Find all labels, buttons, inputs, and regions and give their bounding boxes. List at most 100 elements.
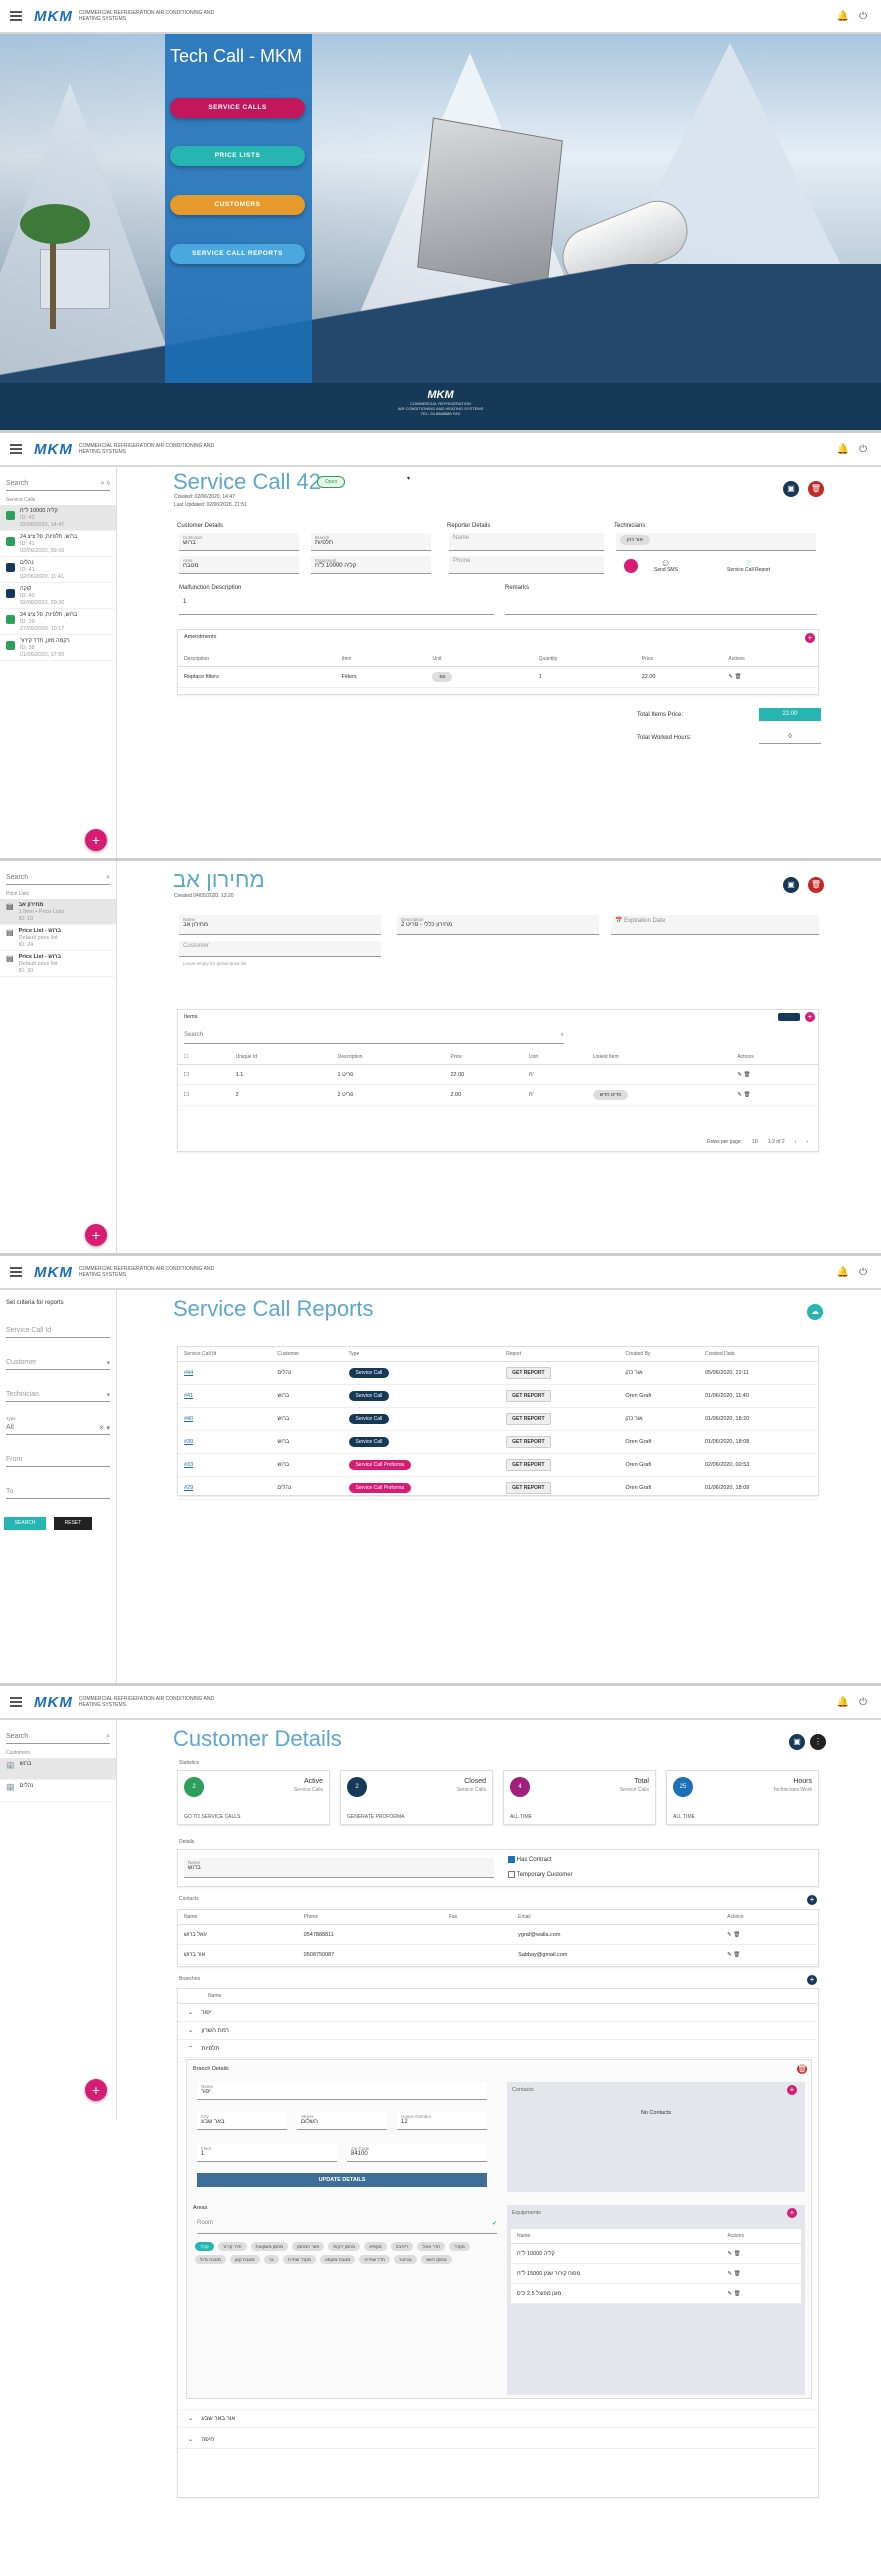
service-call-reports-button[interactable]: SERVICE CALL REPORTS <box>170 244 305 264</box>
floor-input[interactable]: Floor 1 <box>197 2144 337 2162</box>
save-icon[interactable]: ▣ <box>789 1734 805 1750</box>
list-item[interactable]: 🏢 נהלים <box>0 1780 116 1802</box>
branch-row[interactable]: ⌄ יפור <box>178 2004 818 2022</box>
reporter-phone-input[interactable]: Phone <box>449 556 604 574</box>
logo[interactable]: MKM <box>34 7 73 25</box>
select-all-checkbox[interactable]: ☐ <box>178 1050 230 1065</box>
expiration-date-input[interactable]: 📅 Expiration Date <box>611 915 819 935</box>
search-icon[interactable]: ⌕ <box>106 1732 110 1740</box>
import-button[interactable] <box>778 1013 800 1021</box>
technician-select[interactable]: Technician ▾ <box>6 1388 110 1402</box>
area-chip[interactable]: מקרר שתייה <box>282 2255 316 2264</box>
power-icon[interactable]: ⏻ <box>859 10 867 22</box>
search-icon[interactable]: ⌕ <box>106 873 110 881</box>
menu-icon[interactable] <box>10 1697 22 1707</box>
area-chip[interactable]: מקרר <box>449 2242 470 2251</box>
table-row[interactable]: ☐ 2 2 פריט 2.00 ח' פריט חדש ✎ 🗑 <box>178 1084 818 1106</box>
list-item[interactable]: קוקה ID: 40 02/06/2020, 20:20 <box>0 583 116 609</box>
area-chip[interactable]: מחסן משקאות <box>250 2242 289 2251</box>
city-input[interactable]: City באר שבע <box>197 2112 287 2130</box>
reporter-name-input[interactable]: Name <box>449 533 604 551</box>
room-input[interactable]: Room ✔ <box>197 2220 497 2234</box>
area-chip[interactable]: גנרטור <box>394 2255 417 2264</box>
table-row[interactable]: יגאל ברוש 0547888811 ygraf@walla.com ✎ 🗑 <box>178 1924 818 1945</box>
menu-icon[interactable] <box>10 1267 22 1277</box>
customers-button[interactable]: CUSTOMERS <box>170 195 305 215</box>
search-input[interactable]: Search ⌕ <box>6 871 110 885</box>
rows-per-page-select[interactable]: 10 <box>752 1139 758 1145</box>
row-actions[interactable]: ✎ 🗑 <box>731 1084 818 1106</box>
bell-icon[interactable]: 🔔 <box>836 443 850 455</box>
total-hours-input[interactable]: 0 <box>759 731 821 744</box>
row-checkbox[interactable]: ☐ <box>178 1084 230 1106</box>
logo[interactable]: MKM <box>34 440 73 458</box>
table-row[interactable]: אור ברוש 0508750087 Sabbay@gmail.com ✎ 🗑 <box>178 1944 818 1965</box>
send-sms-button[interactable]: 💬 Send SMS <box>654 561 678 573</box>
customer-name-input[interactable]: Name ברוש <box>184 1858 494 1878</box>
area-select[interactable]: Area מטבח <box>179 556 299 574</box>
save-icon[interactable]: ▣ <box>783 877 799 893</box>
search-input[interactable]: Search ⌕ <box>6 1730 110 1744</box>
add-button[interactable]: + <box>85 1224 107 1246</box>
list-item[interactable]: ▤ Price List - ברוש Default price list ID: … <box>0 951 116 977</box>
next-page-icon[interactable]: › <box>806 1139 808 1145</box>
row-actions[interactable]: ✎ 🗑 <box>722 666 818 688</box>
area-chip[interactable]: מטבח קטן <box>229 2255 260 2264</box>
branch-row[interactable]: ⌄ רמת השרון <box>178 2022 818 2040</box>
customer-select[interactable]: Customer ▾ <box>6 1356 110 1370</box>
branch-row[interactable]: ⌃ תלפיות <box>178 2040 818 2058</box>
name-input[interactable]: Name מחירון אב <box>179 915 381 935</box>
area-chip[interactable]: אזור המחסן <box>292 2242 325 2251</box>
search-input[interactable]: Search ⌕ ⚲ <box>6 477 110 491</box>
chevron-down-icon[interactable]: ▾ <box>407 476 411 482</box>
update-details-button[interactable]: UPDATE DETAILS <box>197 2173 487 2187</box>
search-button[interactable]: SEARCH <box>4 1517 46 1530</box>
row-actions[interactable]: ✎ 🗑 <box>721 2263 801 2284</box>
stat-link[interactable]: ALL TIME <box>510 1814 532 1820</box>
from-date-input[interactable]: From <box>6 1453 110 1467</box>
description-input[interactable]: Description מחירון כללי - פריט 2 <box>397 915 599 935</box>
branch-select[interactable]: Branch תלפיות <box>311 533 431 551</box>
table-row[interactable]: Replace filters Filters ea 1 22.00 ✎ 🗑 <box>178 666 818 688</box>
type-select[interactable]: All ✕ ▾ <box>6 1421 110 1435</box>
add-branch-contact-icon[interactable]: + <box>787 2085 797 2095</box>
list-item[interactable]: ברוש, תלפיות, פל ציצ 24 ID: 39 27/05/2020,… <box>0 609 116 635</box>
more-icon[interactable]: ⋮ <box>810 1734 826 1750</box>
price-lists-button[interactable]: PRICE LISTS <box>170 146 305 166</box>
add-branch-icon[interactable]: + <box>807 1975 817 1985</box>
area-chip[interactable]: מחסן ראשי <box>420 2255 452 2264</box>
area-chip[interactable]: ריזרבה <box>390 2242 414 2251</box>
table-row[interactable]: קליה 10000 ל"ח ✎ 🗑 <box>511 2243 801 2264</box>
stat-link[interactable]: ALL TIME <box>673 1814 695 1820</box>
list-item[interactable]: ברוש, תלפיות, פל ציצ 24 ID: 41 02/06/2020,… <box>0 531 116 557</box>
list-item[interactable]: 🏢 ברוש <box>0 1758 116 1780</box>
zip-input[interactable]: Zip Code 84100 <box>347 2144 487 2162</box>
power-icon[interactable]: ⏻ <box>859 1266 867 1278</box>
power-icon[interactable]: ⏻ <box>859 1696 867 1708</box>
customer-select[interactable]: Customer ברוש <box>179 533 299 551</box>
logo[interactable]: MKM <box>34 1693 73 1711</box>
branch-name-input[interactable]: Name יפור <box>197 2082 487 2100</box>
add-contact-icon[interactable]: + <box>807 1895 817 1905</box>
save-icon[interactable]: ▣ <box>783 481 799 497</box>
list-item[interactable]: רקמה מזון, חדר קירור ID: 38 01/05/2020, 17… <box>0 635 116 661</box>
prev-page-icon[interactable]: ‹ <box>794 1139 797 1145</box>
temporary-customer-checkbox[interactable]: Temporary Customer <box>508 1871 573 1878</box>
row-checkbox[interactable]: ☐ <box>178 1064 230 1085</box>
area-chip[interactable]: מקפיא <box>364 2242 387 2251</box>
get-report-button[interactable]: GET REPORT <box>500 1430 620 1454</box>
row-actions[interactable]: ✎ 🗑 <box>721 1924 818 1945</box>
bell-icon[interactable]: 🔔 <box>836 1696 850 1708</box>
has-contract-checkbox[interactable]: Has Contract <box>508 1856 552 1863</box>
get-report-button[interactable]: GET REPORT <box>500 1476 620 1500</box>
add-button[interactable]: + <box>85 2079 107 2101</box>
area-chip[interactable]: חדר אוכל <box>417 2242 446 2251</box>
add-item-icon[interactable]: + <box>805 1012 815 1022</box>
get-report-button[interactable]: GET REPORT <box>500 1453 620 1477</box>
house-number-input[interactable]: House Number 12 <box>397 2112 487 2130</box>
area-chip[interactable]: מטבח מוקפא <box>319 2255 356 2264</box>
service-call-id-input[interactable]: Service Call Id <box>6 1324 110 1338</box>
add-amendment-icon[interactable]: + <box>805 633 815 643</box>
branch-row[interactable]: ⌄ אור באר שבע <box>178 2409 818 2428</box>
area-chip[interactable]: חדר קירור <box>217 2242 247 2251</box>
